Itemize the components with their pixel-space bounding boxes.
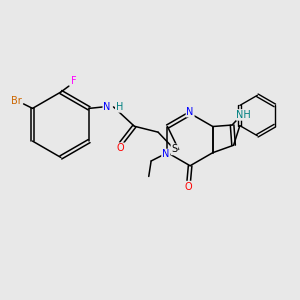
- Text: F: F: [71, 76, 77, 86]
- Text: N: N: [103, 102, 111, 112]
- Text: N: N: [186, 107, 194, 117]
- Text: O: O: [185, 182, 193, 192]
- Text: S: S: [171, 144, 178, 154]
- Text: H: H: [116, 102, 123, 112]
- Text: NH: NH: [236, 110, 251, 120]
- Text: N: N: [162, 149, 169, 160]
- Text: Br: Br: [11, 96, 22, 106]
- Text: O: O: [116, 143, 124, 153]
